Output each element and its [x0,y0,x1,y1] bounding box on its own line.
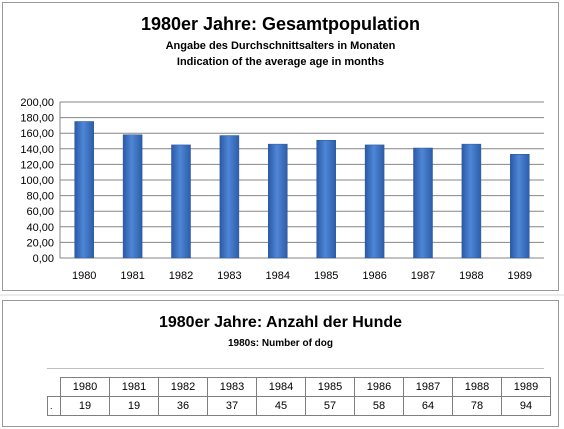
bar-1980 [74,121,94,259]
table-value-cell: 57 [305,396,355,416]
y-tick-label: 120,00 [20,159,54,171]
y-tick-label: 140,00 [20,144,54,156]
bar-1985 [316,139,336,259]
chart-subtitle-german: Angabe des Durchschnittsalters in Monate… [165,40,396,52]
dog-count-table: 1980 1981 1982 1983 1984 1985 1986 1987 … [47,377,551,416]
y-tick-label: 200,00 [20,97,54,109]
x-tick-label: 1988 [459,270,483,282]
y-tick-label: 60,00 [26,206,54,218]
table-panel[interactable]: 1980er Jahre: Anzahl der Hunde 1980s: Nu… [2,300,559,427]
table-value-cell: 94 [501,396,551,416]
table-value-cell: 45 [256,396,306,416]
x-tick-label: 1981 [120,270,144,282]
y-tick-label: 180,00 [20,113,54,125]
y-tick-label: 160,00 [20,128,54,140]
table-value-cell: 64 [403,396,453,416]
table-value-cell: 36 [158,396,208,416]
chart-panel[interactable]: 1980er Jahre: Gesamtpopulation Angabe de… [2,2,559,291]
x-tick-label: 1984 [266,270,290,282]
table-value-cell: 58 [354,396,404,416]
table-row-label: . [47,396,61,416]
table-year-cell: 1985 [305,377,355,397]
bar-1986 [364,144,385,259]
table-value-cell: 37 [207,396,257,416]
x-tick-label: 1985 [314,270,338,282]
chart-subtitle-english: Indication of the average age in months [176,56,385,68]
y-tick-label: 0,00 [33,253,54,265]
x-tick-label: 1986 [362,270,386,282]
table-corner-cell [47,377,61,397]
bar-1984 [268,143,288,259]
x-tick-label: 1983 [217,270,241,282]
table-value-cell: 19 [109,396,159,416]
bar-1988 [461,143,482,259]
table-year-cell: 1989 [501,377,551,397]
bar-1981 [122,134,143,259]
y-tick-label: 100,00 [20,175,54,187]
bar-1982 [171,144,191,259]
table-year-cell: 1986 [354,377,404,397]
bar-1983 [219,135,240,259]
bar-1989 [510,154,530,259]
bar-chart: 0,00 20,00 40,00 60,00 80,00 100,00 120,00 140,… [20,97,544,282]
table-year-cell: 1980 [60,377,110,397]
table-title: 1980er Jahre: Anzahl der Hunde [158,314,403,331]
y-tick-label: 40,00 [26,222,54,234]
x-tick-label: 1980 [72,270,96,282]
y-tick-label: 20,00 [26,237,54,249]
table-subtitle: 1980s: Number of dog [227,338,334,349]
table-header-row: 1980 1981 1982 1983 1984 1985 1986 1987 … [47,377,551,397]
table-separator-line [47,368,544,369]
table-year-cell: 1988 [452,377,502,397]
table-year-cell: 1984 [256,377,306,397]
table-year-cell: 1987 [403,377,453,397]
bar-1987 [413,147,433,259]
table-year-cell: 1982 [158,377,208,397]
chart-title: 1980er Jahre: Gesamtpopulation [140,14,421,34]
x-tick-label: 1987 [411,270,435,282]
table-value-row: . 19 19 36 37 45 57 58 64 78 94 [47,396,551,416]
table-year-cell: 1981 [109,377,159,397]
x-tick-label: 1989 [508,270,532,282]
table-year-cell: 1983 [207,377,257,397]
x-tick-label: 1982 [169,270,193,282]
y-tick-label: 80,00 [26,191,54,203]
table-value-cell: 78 [452,396,502,416]
table-value-cell: 19 [60,396,110,416]
